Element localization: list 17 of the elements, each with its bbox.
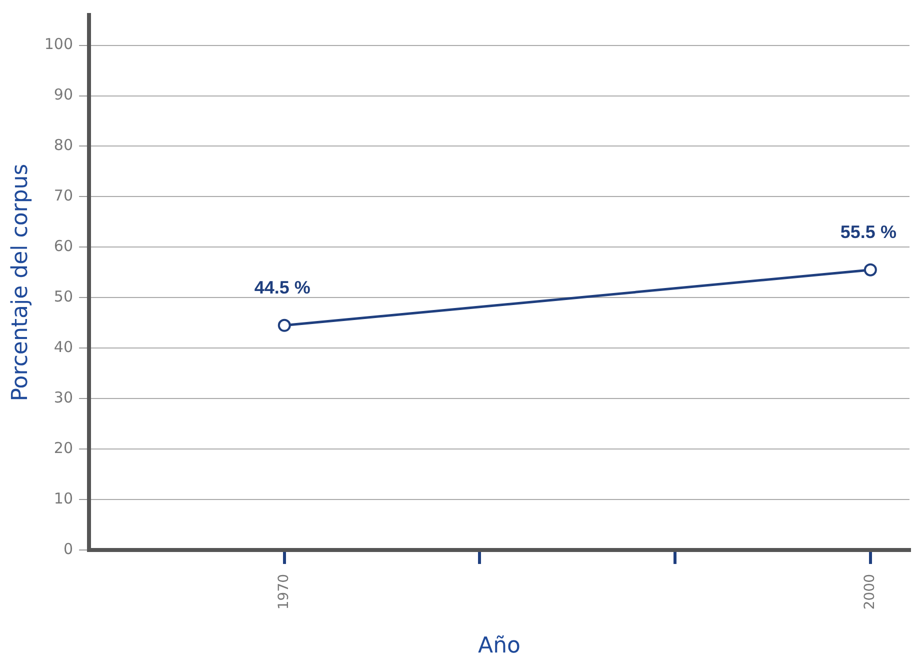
- data-label: 44.5 %: [254, 277, 310, 298]
- y-axis-title: Porcentaje del corpus: [8, 164, 33, 402]
- y-tick-label: 40: [54, 338, 74, 356]
- x-tick-label: 2000: [862, 574, 878, 610]
- data-label: 55.5 %: [840, 222, 896, 242]
- y-tick-label: 20: [54, 438, 74, 457]
- y-tick-label: 80: [54, 136, 74, 154]
- y-tick-label: 100: [44, 35, 74, 54]
- x-axis-title: Año: [478, 634, 520, 659]
- y-tick-label: 30: [54, 388, 74, 406]
- y-tick-label: 0: [63, 540, 74, 558]
- y-tick-label: 50: [54, 288, 74, 306]
- y-tick-label: 10: [54, 489, 74, 508]
- x-tick-label: 1970: [276, 574, 292, 610]
- y-tick-label: 90: [54, 86, 74, 104]
- y-tick-label: 70: [54, 186, 74, 205]
- y-tick-label: 60: [54, 237, 74, 256]
